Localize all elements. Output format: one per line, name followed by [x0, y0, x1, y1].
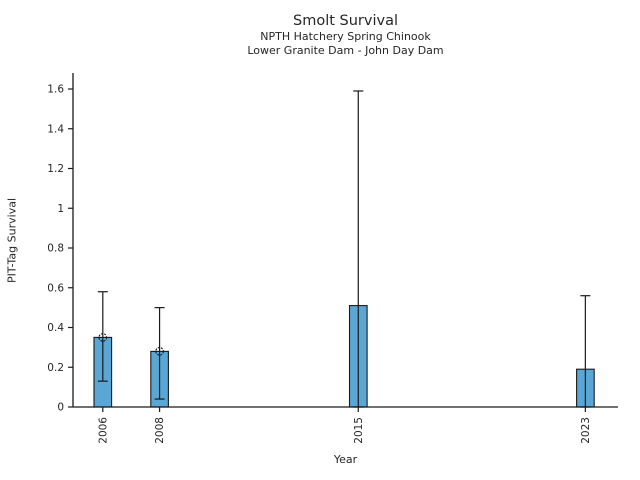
y-tick-label: 1.6 — [47, 84, 64, 96]
y-tick-label: 0.6 — [47, 282, 64, 294]
chart-subtitle-2: Lower Granite Dam - John Day Dam — [247, 43, 444, 57]
y-tick-label: 1.2 — [47, 163, 64, 175]
y-tick-label: 0.4 — [47, 322, 64, 334]
y-tick-label: 0.8 — [47, 243, 64, 255]
point-marker-2008 — [155, 347, 164, 356]
y-tick-label: 1 — [57, 203, 64, 215]
x-axis-label: Year — [333, 453, 358, 466]
point-marker-2006 — [98, 333, 108, 342]
y-tick-label: 1.4 — [47, 123, 64, 135]
y-tick-label: 0 — [57, 402, 64, 414]
title-block: Smolt Survival NPTH Hatchery Spring Chin… — [73, 12, 618, 58]
chart-title: Smolt Survival — [293, 13, 398, 29]
x-tick-label: 2008 — [154, 417, 166, 444]
chart-subtitle-1: NPTH Hatchery Spring Chinook — [260, 30, 431, 44]
x-tick-label: 2006 — [97, 417, 109, 444]
y-axis-label: PIT-Tag Survival — [5, 198, 19, 284]
x-tick-label: 2023 — [580, 417, 592, 444]
y-tick-label: 0.2 — [47, 362, 64, 374]
x-tick-label: 2015 — [353, 417, 365, 444]
